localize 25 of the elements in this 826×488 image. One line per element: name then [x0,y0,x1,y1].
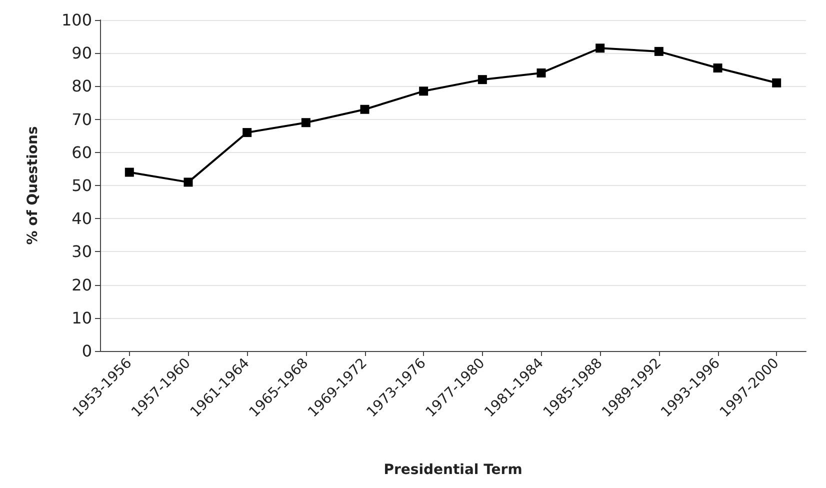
y-tick-label: 30 [72,242,92,262]
x-axis-title: Presidential Term [384,462,522,478]
y-tick-label: 70 [72,110,92,129]
point [772,78,782,88]
point [478,75,487,84]
point [360,104,370,114]
y-axis-title: % of Questions [25,126,41,245]
point [124,168,134,177]
y-tick-label: 40 [72,209,92,228]
y-tick-label: 10 [72,308,92,328]
point [419,86,428,96]
point [713,63,722,72]
point [301,118,310,128]
y-tick-label: 100 [61,10,92,30]
point [242,128,252,138]
y-tick-label: 90 [72,44,92,63]
y-tick-label: 0 [82,342,92,360]
y-tick-label: 50 [72,176,92,195]
y-tick-label: 60 [72,142,92,162]
point [596,44,605,53]
y-tick-label: 80 [72,76,92,96]
y-tick-label: 20 [72,275,92,294]
point [184,178,193,187]
point [654,46,664,56]
point [536,68,546,78]
